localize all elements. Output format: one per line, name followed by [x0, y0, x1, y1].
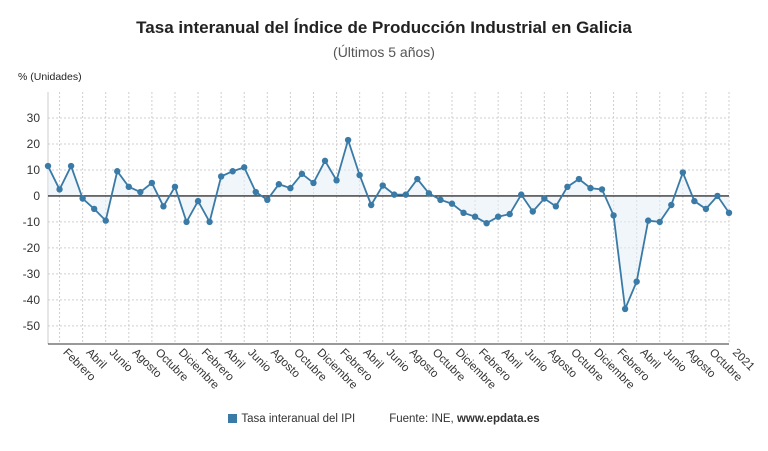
data-point: [668, 201, 675, 209]
data-point: [160, 203, 167, 210]
x-tick-label: Junio: [245, 347, 273, 375]
y-tick-label: -10: [23, 215, 41, 229]
data-point: [725, 209, 733, 216]
data-point: [241, 164, 248, 171]
chart-subtitle: (Últimos 5 años): [333, 44, 435, 60]
data-point: [402, 191, 410, 198]
data-point: [379, 182, 386, 189]
legend-series-label: Tasa interanual del IPI: [241, 413, 356, 425]
data-point: [448, 200, 456, 207]
data-point: [287, 184, 294, 192]
data-point: [206, 218, 213, 226]
y-tick-label: 10: [27, 163, 41, 177]
data-point: [310, 179, 317, 187]
data-point: [702, 205, 710, 213]
x-tick-label: Junio: [522, 347, 550, 375]
data-point: [414, 175, 421, 183]
y-tick-label: -20: [23, 241, 41, 255]
data-point: [437, 196, 444, 204]
data-point: [506, 210, 513, 218]
x-tick-label: Junio: [661, 347, 689, 375]
data-point: [633, 278, 640, 285]
data-point: [125, 183, 132, 191]
data-point: [494, 213, 502, 220]
data-point: [656, 218, 663, 226]
y-tick-label: -30: [23, 267, 41, 281]
legend: Tasa interanual del IPI Fuente: INE, www.…: [0, 413, 768, 425]
data-point: [460, 209, 467, 216]
data-point: [79, 195, 86, 202]
data-point: [67, 162, 75, 170]
data-point: [229, 168, 236, 175]
source-note: Fuente: INE, www.epdata.es: [389, 413, 539, 425]
data-point: [714, 192, 721, 200]
data-point: [194, 197, 202, 205]
data-point: [137, 188, 144, 196]
data-point: [183, 218, 190, 226]
data-point: [471, 213, 479, 220]
data-point: [691, 197, 698, 205]
data-point: [333, 177, 340, 184]
data-point: [321, 157, 329, 165]
data-point: [252, 188, 259, 196]
y-tick-label: -40: [23, 293, 41, 307]
y-tick-label: 20: [27, 137, 41, 151]
legend-swatch: [228, 414, 238, 424]
x-tick-label: Junio: [384, 347, 412, 375]
data-point: [679, 169, 687, 176]
data-point: [102, 217, 109, 224]
source-website: www.epdata.es: [456, 413, 540, 425]
data-point: [391, 191, 398, 198]
data-point: [90, 205, 98, 213]
data-point: [44, 162, 52, 170]
data-point: [344, 136, 352, 144]
data-point: [114, 168, 121, 175]
data-point: [217, 173, 225, 180]
data-point: [425, 190, 433, 197]
data-point: [598, 186, 606, 193]
data-point: [621, 305, 629, 313]
data-point: [518, 191, 525, 198]
data-point: [552, 203, 560, 210]
x-tick-label: Junio: [107, 347, 135, 375]
y-tick-label: 0: [33, 189, 40, 203]
data-point: [541, 195, 548, 202]
data-point: [56, 186, 63, 193]
data-point: [367, 201, 375, 209]
data-point: [529, 208, 536, 215]
y-tick-label: 30: [27, 111, 41, 125]
chart-title: Tasa interanual del Índice de Producción…: [136, 18, 632, 37]
series-line: [47, 137, 730, 313]
data-point: [264, 196, 271, 204]
source-prefix: Fuente: INE,: [389, 413, 457, 425]
data-point: [587, 184, 594, 192]
series-area-fill: [48, 140, 729, 309]
data-point: [483, 220, 490, 227]
y-axis-label: % (Unidades): [18, 71, 82, 83]
data-point: [148, 179, 156, 187]
data-point: [610, 212, 617, 219]
data-point: [575, 175, 583, 183]
data-point: [171, 183, 179, 191]
data-point: [645, 217, 652, 224]
data-point: [275, 181, 283, 188]
y-tick-label: -50: [23, 319, 41, 333]
data-point: [356, 171, 363, 179]
data-point: [298, 170, 306, 178]
data-point: [564, 183, 571, 191]
